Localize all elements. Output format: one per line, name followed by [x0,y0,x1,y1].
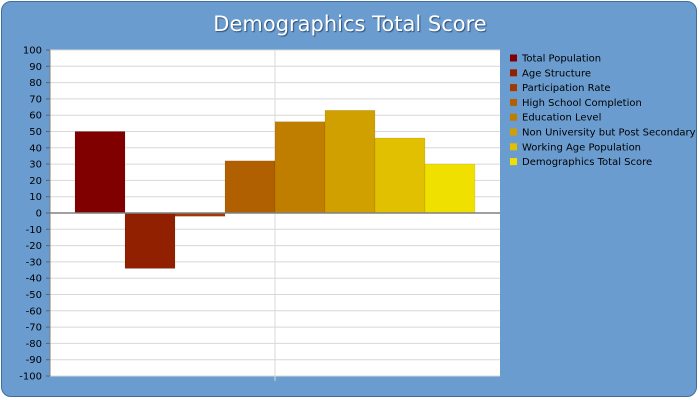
bar-education-level [274,121,326,214]
bars [74,110,476,269]
y-tick-label: 60 [29,111,42,122]
legend-swatch [510,54,517,62]
legend-swatch [510,98,517,106]
bar-demographics-total-score [424,163,476,214]
legend-label: Total Population [521,54,601,65]
y-tick-label: -100 [19,372,42,383]
y-tick-label: 30 [29,160,42,171]
legend-swatch [510,84,517,92]
y-tick-label: 10 [29,192,42,203]
y-tick-label: 70 [29,94,42,105]
bar-non-university-but-post-secondary [324,110,376,214]
y-tick-label: -70 [26,323,42,334]
y-tick-label: -90 [26,355,42,366]
y-tick-label: 80 [29,78,42,89]
legend-label: Working Age Population [522,142,641,153]
bar-age-structure [124,212,176,269]
chart-title: Demographics Total Score [213,12,487,36]
y-tick-label: 0 [36,209,42,220]
legend-label: Participation Rate [522,83,611,94]
legend-swatch [510,113,517,121]
legend-swatch [510,69,517,77]
y-tick-label: 90 [29,62,42,73]
bar-high-school-completion [224,160,276,214]
legend-label: Non University but Post Secondary [522,128,696,139]
legend-swatch [510,143,517,151]
legend-label: High School Completion [522,98,642,109]
y-tick-label: -60 [26,306,42,317]
legend-swatch [510,128,517,136]
y-tick-label: -50 [26,290,42,301]
axes: -100-90-80-70-60-50-40-30-20-10010203040… [19,46,500,383]
legend-label: Demographics Total Score [522,157,652,168]
bar-total-population [74,131,126,214]
legend-label: Education Level [522,113,601,124]
y-tick-label: 50 [29,127,42,138]
y-tick-label: -20 [26,241,42,252]
y-tick-label: 100 [23,46,42,57]
legend-swatch [510,158,517,166]
y-tick-label: -40 [26,274,42,285]
legend: Total Population Age Structure Participati… [510,54,696,168]
y-tick-label: -10 [26,225,42,236]
y-tick-label: 20 [29,176,42,187]
bar-working-age-population [374,137,426,214]
y-tick-label: -80 [26,339,42,350]
legend-label: Age Structure [522,68,591,79]
y-tick-label: 40 [29,143,42,154]
y-tick-label: -30 [26,257,42,268]
